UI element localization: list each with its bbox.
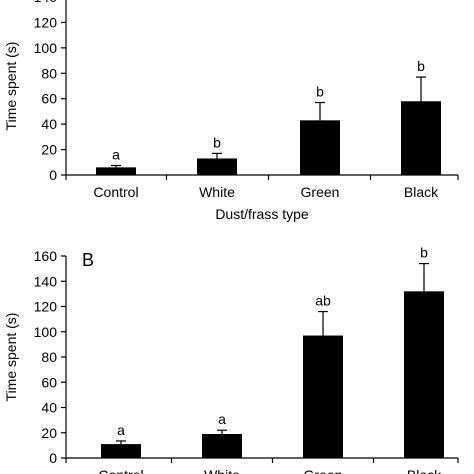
x-axis-label: Dust/frass type <box>215 206 309 222</box>
significance-letter: a <box>218 411 226 427</box>
x-tick-label: Green <box>301 184 340 200</box>
y-tick-label: 20 <box>41 142 57 158</box>
bar <box>101 444 141 458</box>
x-tick-label: White <box>199 184 235 200</box>
y-tick-label: 120 <box>34 14 58 30</box>
y-tick-label: 140 <box>34 0 58 5</box>
y-tick-label: 60 <box>41 374 57 390</box>
y-tick-label: 120 <box>34 299 58 315</box>
x-tick-label: Control <box>93 184 138 200</box>
significance-letter: b <box>420 245 428 261</box>
x-tick-label: Green <box>304 467 343 474</box>
y-tick-label: 0 <box>49 167 57 183</box>
bar <box>404 291 444 458</box>
y-axis-label: Time spent (s) <box>3 42 19 131</box>
y-tick-label: 40 <box>41 400 57 416</box>
y-tick-label: 60 <box>41 91 57 107</box>
y-tick-label: 40 <box>41 116 57 132</box>
bar <box>303 335 343 458</box>
x-tick-label: Black <box>407 467 442 474</box>
bar <box>197 158 237 175</box>
significance-letter: ab <box>315 293 331 309</box>
bar <box>300 120 340 175</box>
significance-letter: a <box>117 422 125 438</box>
y-tick-label: 100 <box>34 324 58 340</box>
bar <box>202 434 242 458</box>
y-tick-label: 80 <box>41 65 57 81</box>
significance-letter: a <box>112 146 120 162</box>
y-tick-label: 0 <box>49 450 57 466</box>
bar <box>96 167 136 175</box>
significance-letter: b <box>213 134 221 150</box>
significance-letter: b <box>417 58 425 74</box>
y-tick-label: 80 <box>41 349 57 365</box>
y-axis-label: Time spent (s) <box>3 313 19 402</box>
significance-letter: b <box>316 84 324 100</box>
y-tick-label: 140 <box>34 273 58 289</box>
x-tick-label: White <box>204 467 240 474</box>
x-tick-label: Control <box>98 467 143 474</box>
y-tick-label: 160 <box>34 248 58 264</box>
panel-label: B <box>82 250 94 270</box>
y-tick-label: 100 <box>34 40 58 56</box>
bar <box>401 101 441 175</box>
y-tick-label: 20 <box>41 425 57 441</box>
x-tick-label: Black <box>404 184 439 200</box>
